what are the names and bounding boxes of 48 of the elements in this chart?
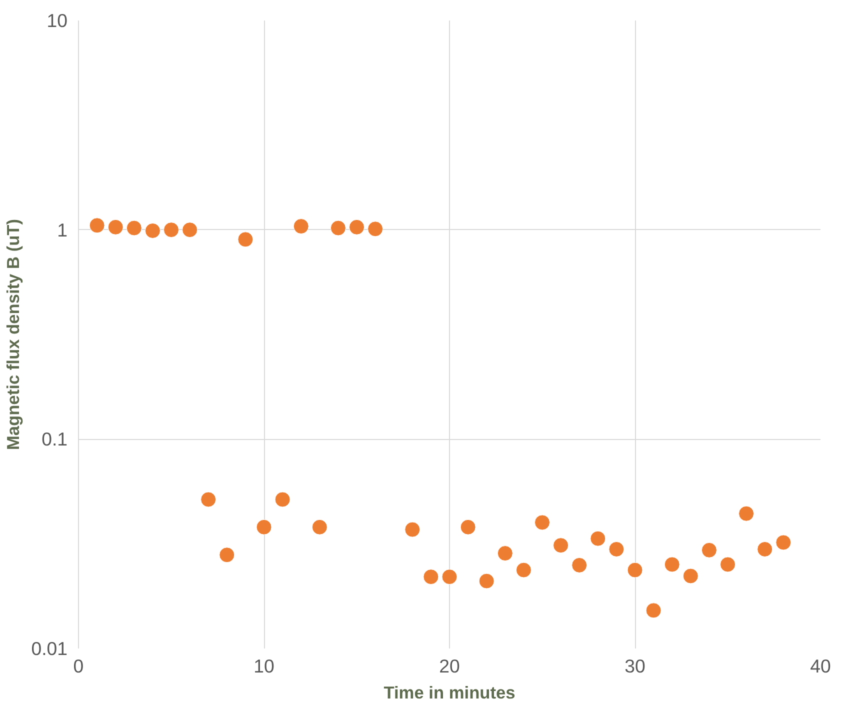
point [404,522,420,538]
y-tick-label: 10 [46,10,68,31]
point [126,220,142,236]
point [423,569,439,585]
point [349,219,364,235]
point [646,602,662,618]
x-tick-label: 0 [73,656,84,676]
point [627,562,643,578]
y-tick-label: 1 [57,219,68,240]
point [108,219,124,235]
point [164,222,179,238]
point [219,547,235,563]
point [720,556,736,572]
y-axis-title: Magnetic flux density B (uT) [3,218,24,450]
x-tick-label: 10 [254,656,274,676]
point [238,232,254,248]
point [608,541,624,557]
point [572,557,588,573]
point [553,538,569,554]
point [682,568,698,584]
point [478,573,494,589]
point [701,542,717,558]
point [330,220,346,236]
point [312,519,328,535]
point [200,492,216,508]
point [256,519,272,535]
point [293,218,309,234]
point [738,506,754,522]
y-tick-label: 0.1 [42,428,68,450]
point [144,223,160,238]
x-axis-title: Time in minutes [384,682,516,702]
point [757,541,773,557]
point [460,519,476,535]
point [590,530,606,546]
point [368,221,384,237]
point [497,546,513,562]
y-tick-label: 0.01 [31,638,68,659]
x-tick-label: 40 [810,656,831,676]
x-tick-label: 30 [624,656,646,676]
point [89,218,105,234]
x-tick-label: 20 [439,656,460,676]
point [182,222,198,238]
point [776,534,792,550]
point [442,569,458,585]
point [664,556,680,572]
point [274,492,290,508]
point [534,514,550,530]
point [516,562,532,578]
